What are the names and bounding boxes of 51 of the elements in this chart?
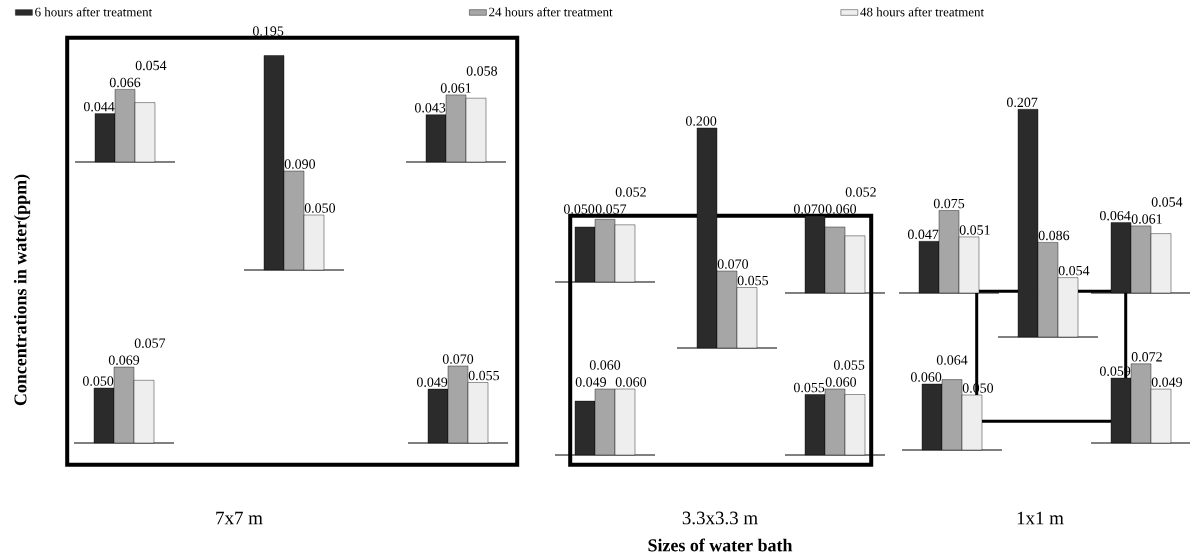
x-axis-title: 7x7 m [216, 511, 263, 525]
data-label: 0.060 [910, 372, 942, 382]
data-label: 0.064 [1099, 210, 1131, 221]
data-label: 0.195 [252, 26, 284, 36]
x-axis-title: 3.3x3.3 m [682, 511, 758, 525]
data-label: 0.086 [1038, 230, 1070, 241]
data-label: 0.070 [442, 354, 474, 364]
data-label: 0.061 [1131, 214, 1162, 224]
data-label: 0.044 [83, 101, 115, 112]
data-label: 0.069 [108, 355, 140, 365]
data-label: 0.075 [933, 198, 965, 209]
data-label: 0.055 [737, 275, 769, 286]
data-label: 0.055 [468, 370, 500, 381]
data-label: 0.060 [825, 204, 857, 214]
data-label: 0.049 [1151, 377, 1183, 387]
data-label: 0.055 [793, 382, 825, 393]
data-label: 0.054 [135, 60, 167, 71]
legend-label: 48 hours after treatment [860, 7, 985, 17]
data-label: 0.050 [82, 376, 114, 386]
data-label: 0.054 [1151, 197, 1183, 207]
data-label: 0.064 [936, 355, 968, 365]
data-label: 0.058 [466, 66, 498, 76]
legend-label: 6 hours after treatment [35, 7, 153, 17]
y-axis-title: Concentrations in water(ppm) [13, 174, 31, 406]
legend-label: 24 hours after treatment [489, 7, 613, 17]
text: Sizes of water bath [648, 538, 793, 552]
data-label: 0.200 [685, 116, 717, 126]
data-label: 0.072 [1131, 352, 1162, 362]
data-label: 0.070 [793, 204, 825, 214]
data-label: 0.207 [1006, 97, 1038, 108]
data-label: 0.060 [589, 360, 621, 370]
data-label: 0.050 [563, 204, 595, 214]
data-label: 0.090 [284, 159, 316, 169]
data-label: 0.057 [595, 204, 627, 214]
data-label: 0.043 [414, 103, 446, 113]
data-label: 0.049 [416, 377, 448, 387]
data-label: 0.060 [615, 377, 647, 387]
data-label: 0.066 [109, 77, 141, 88]
data-label: 0.060 [825, 377, 857, 387]
x-axis-title: 1x1 m [1017, 511, 1064, 525]
data-label: 0.050 [304, 203, 336, 213]
data-label: 0.070 [717, 259, 749, 269]
data-label: 0.047 [907, 229, 939, 240]
data-label: 0.052 [845, 187, 876, 197]
data-label: 0.061 [440, 83, 471, 93]
data-label: 0.049 [575, 377, 607, 387]
data-label: 0.054 [1058, 265, 1090, 276]
data-label: 0.052 [615, 187, 646, 197]
data-label: 0.055 [833, 360, 865, 370]
data-label: 0.051 [959, 225, 990, 235]
data-label: 0.057 [134, 338, 166, 348]
